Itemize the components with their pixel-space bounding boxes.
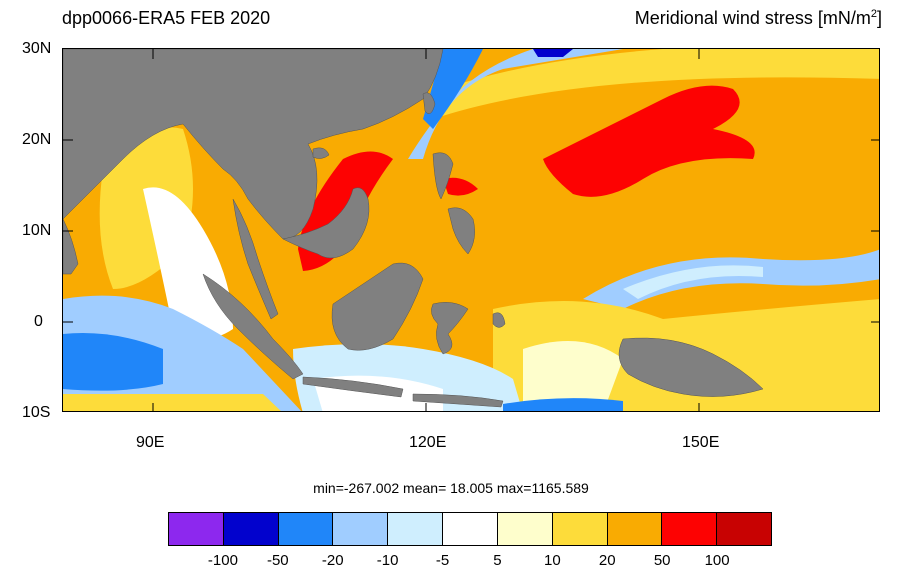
colorbar-label: 20 [598, 552, 616, 569]
ocean-weak-equatorial-pacific [623, 265, 763, 299]
colorbar-label: -100 [207, 552, 238, 569]
lon-label-150e: 150E [682, 434, 720, 451]
field-statistics: min=-267.002 mean= 18.005 max=1165.589 [313, 480, 589, 496]
land-java [302, 376, 404, 398]
land-hainan [312, 147, 330, 159]
ocean-max-north-pacific [543, 85, 755, 197]
landmasses [63, 49, 764, 408]
land-luzon [432, 152, 454, 200]
colorbar-swatch [388, 513, 444, 545]
colorbar-label: 10 [544, 552, 561, 569]
lat-label-20n: 20N [22, 131, 52, 148]
ocean-negative-equatorial-pacific [583, 249, 879, 309]
colorbar-label: 50 [653, 552, 671, 569]
land-borneo [331, 262, 424, 351]
ocean-pale-south [523, 341, 623, 411]
land-sumatra [202, 273, 304, 380]
colorbar-label: -50 [266, 552, 289, 569]
colorbar-swatch [278, 513, 334, 545]
lon-label-90e: 90E [136, 434, 165, 451]
colorbar-swatch [169, 513, 224, 545]
colorbar-swatch [443, 513, 498, 545]
map-ticks [63, 49, 879, 411]
map-plot-area [62, 48, 880, 412]
lat-label-10s: 10S [22, 404, 51, 421]
colorbar-label: -20 [321, 552, 344, 569]
wind-stress-map [63, 49, 879, 411]
land-malay-peninsula [232, 198, 279, 320]
colorbar-label: -10 [376, 552, 399, 569]
ocean-yellow-south-edge [63, 394, 281, 411]
ocean-band-yellow-north [433, 49, 879, 119]
lon-label-120e: 120E [409, 434, 447, 451]
colorbar-label: 5 [493, 552, 502, 569]
land-new-guinea [618, 337, 764, 397]
ocean-negative-strong-southwest [63, 333, 163, 391]
title-unit-close: ] [876, 8, 882, 28]
ocean-min-patch [533, 49, 573, 57]
land-lesser-sunda [412, 393, 504, 408]
land-india-tip [63, 218, 79, 275]
colorbar-swatch [717, 513, 771, 545]
colorbar-swatch [223, 513, 279, 545]
colorbar-label: 100 [704, 552, 730, 569]
land-halmahera [492, 312, 506, 328]
colorbar-swatch [497, 513, 553, 545]
lat-label-eq: 0 [34, 313, 43, 330]
plot-title-left: dpp0066-ERA5 FEB 2020 [62, 8, 271, 28]
colorbar [168, 512, 772, 546]
ocean-neutral-indian [143, 187, 233, 339]
plot-title-right: Meridional wind stress [mN/m2] [635, 8, 882, 29]
ocean-max-philippines [443, 177, 478, 196]
land-sulawesi [431, 302, 469, 355]
colorbar-label: -5 [435, 552, 450, 569]
lat-label-10n: 10N [22, 222, 52, 239]
title-variable-text: Meridional wind stress [mN/m [634, 8, 871, 28]
colorbar-swatch [333, 513, 389, 545]
lat-label-30n: 30N [22, 40, 52, 57]
land-taiwan [422, 92, 436, 115]
land-mindanao [447, 207, 475, 255]
colorbar-swatch [552, 513, 608, 545]
title-unit-superscript: 2 [870, 8, 877, 20]
land-indochina [282, 187, 370, 259]
ocean-negative-timor [503, 398, 623, 411]
colorbar-swatch [607, 513, 663, 545]
colorbar-swatch [662, 513, 718, 545]
